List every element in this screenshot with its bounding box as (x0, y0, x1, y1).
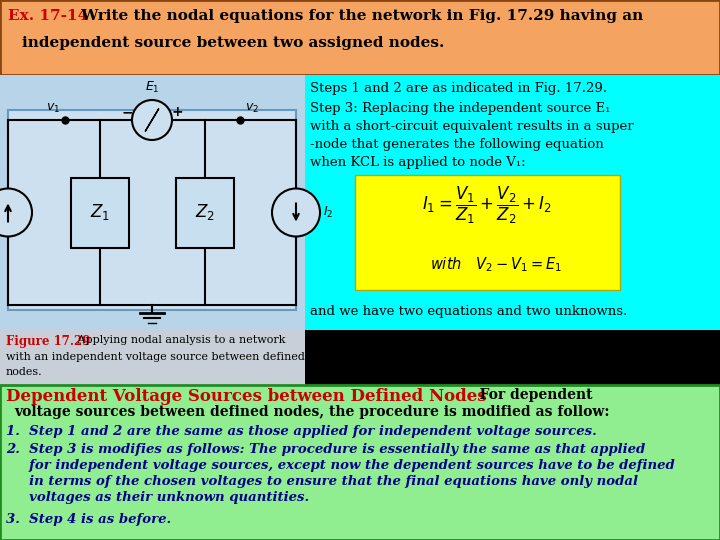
Text: −: − (121, 105, 132, 119)
Text: voltages as their unknown quantities.: voltages as their unknown quantities. (6, 491, 309, 504)
Text: Steps 1 and 2 are as indicated in Fig. 17.29.: Steps 1 and 2 are as indicated in Fig. 1… (310, 82, 607, 95)
Text: with an independent voltage source between defined: with an independent voltage source betwe… (6, 352, 305, 362)
Text: Figure 17.29: Figure 17.29 (6, 335, 91, 348)
Text: Dependent Voltage Sources between Defined Nodes: Dependent Voltage Sources between Define… (6, 388, 487, 405)
Circle shape (0, 188, 32, 237)
Text: +: + (171, 105, 183, 119)
Bar (355, 175, 620, 290)
Text: $I_1 = \dfrac{V_1}{Z_1} + \dfrac{V_2}{Z_2} + I_2$: $I_1 = \dfrac{V_1}{Z_1} + \dfrac{V_2}{Z_… (422, 184, 552, 226)
Text: 2.  Step 3 is modifies as follows: The procedure is essentially the same as that: 2. Step 3 is modifies as follows: The pr… (6, 443, 645, 456)
Circle shape (132, 100, 172, 140)
Text: $v_2$: $v_2$ (245, 102, 259, 115)
Text: Write the nodal equations for the network in Fig. 17.29 having an: Write the nodal equations for the networ… (76, 9, 643, 23)
Text: $with\quad V_2 - V_1 = E_1$: $with\quad V_2 - V_1 = E_1$ (430, 255, 562, 274)
Text: Ex. 17-14: Ex. 17-14 (8, 9, 89, 23)
Text: nodes.: nodes. (6, 367, 42, 377)
Text: $Z_2$: $Z_2$ (195, 202, 215, 222)
Text: for independent voltage sources, except now the dependent sources have to be def: for independent voltage sources, except … (6, 459, 675, 472)
Bar (71, 178, 129, 247)
Bar (0, 330, 305, 385)
Circle shape (272, 188, 320, 237)
Text: when KCL is applied to node V₁:: when KCL is applied to node V₁: (310, 156, 526, 169)
Text: $Z_1$: $Z_1$ (90, 202, 110, 222)
Text: and we have two equations and two unknowns.: and we have two equations and two unknow… (310, 305, 627, 318)
Text: 1.  Step 1 and 2 are the same as those applied for independent voltage sources.: 1. Step 1 and 2 are the same as those ap… (6, 425, 597, 438)
Text: $I_2$: $I_2$ (323, 205, 333, 220)
Bar (176, 178, 234, 247)
Text: independent source between two assigned nodes.: independent source between two assigned … (22, 36, 444, 50)
Text: Step 3: Replacing the independent source E₁: Step 3: Replacing the independent source… (310, 102, 611, 115)
Text: -node that generates the following equation: -node that generates the following equat… (310, 138, 604, 151)
Bar (8, 110, 296, 310)
Bar (0, 75, 305, 330)
Bar (0, 0, 720, 75)
Text: with a short-circuit equivalent results in a super: with a short-circuit equivalent results … (310, 120, 634, 133)
Text: Applying nodal analysis to a network: Applying nodal analysis to a network (74, 335, 286, 345)
Bar (0, 385, 720, 540)
Text: in terms of the chosen voltages to ensure that the final equations have only nod: in terms of the chosen voltages to ensur… (6, 475, 638, 488)
Text: 3.  Step 4 is as before.: 3. Step 4 is as before. (6, 513, 171, 526)
Bar (305, 75, 720, 330)
Text: voltage sources between defined nodes, the procedure is modified as follow:: voltage sources between defined nodes, t… (14, 405, 610, 419)
Text: $E_1$: $E_1$ (145, 80, 159, 95)
Text: $v_1$: $v_1$ (46, 102, 60, 115)
Text: For dependent: For dependent (460, 388, 593, 402)
